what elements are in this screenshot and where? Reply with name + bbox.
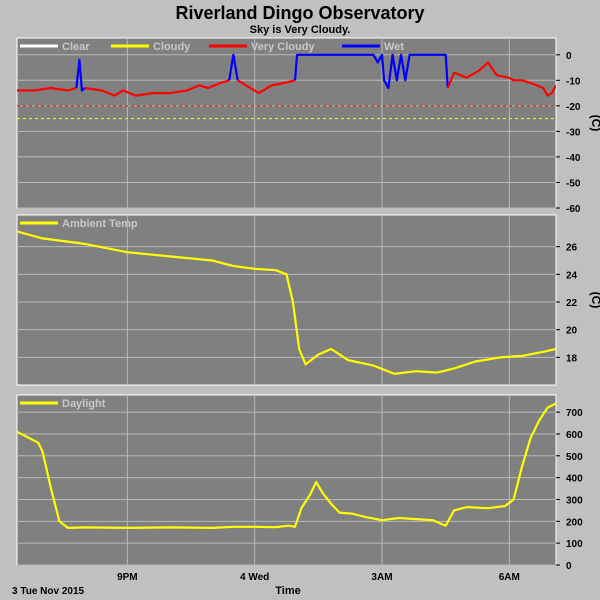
ambient-ytick-label-0: 18: [566, 353, 578, 364]
sky-segment-0: [17, 86, 77, 92]
daylight-series-line-0: [17, 402, 556, 529]
ambient-ytick-label-1: 20: [566, 326, 578, 337]
page-title: Riverland Dingo Observatory: [175, 3, 424, 23]
daylight-ytick-label-3: 300: [566, 495, 583, 506]
sky-legend-label-1: Cloudy: [153, 41, 191, 53]
sky-legend-label-2: Very Cloudy: [251, 41, 315, 53]
daylight-ytick-label-4: 400: [566, 474, 583, 485]
ambient-ylabel: (C): [589, 292, 600, 309]
ambient-legend-label-0: Ambient Temp: [62, 218, 138, 230]
sky-ytick-label-2: -20: [566, 102, 581, 113]
ambient-plot-area: [16, 214, 557, 386]
daylight-ytick-label-6: 600: [566, 430, 583, 441]
sky-ytick-label-1: -10: [566, 76, 581, 87]
sky-ylabel: (C): [589, 115, 600, 132]
ambient-ytick-label-4: 26: [566, 243, 578, 254]
sky-segment-4: [237, 79, 296, 95]
date-label: 3 Tue Nov 2015: [12, 586, 85, 597]
sky-temperature-panel: 0 -10 -20 -30 -40 -50 -60 (C) Clear Cloudy Very Cl…: [16, 37, 600, 215]
daylight-ytick-label-0: 0: [566, 561, 572, 572]
sky-segment-5: [293, 53, 449, 90]
daylight-ytick-label-7: 700: [566, 408, 583, 419]
daylight-ytick-label-5: 500: [566, 452, 583, 463]
ambient-temperature-panel: 18 20 22 24 26 (C) Ambient Temp: [16, 214, 600, 386]
daylight-panel: 0 100 200 300 400 500 600 700 Daylight: [16, 394, 583, 572]
sky-ytick-label-4: -40: [566, 153, 581, 164]
sky-segment-3: [228, 53, 239, 81]
page-subtitle: Sky is Very Cloudy.: [250, 24, 351, 36]
ambient-series-line-0: [17, 230, 556, 375]
sky-plot-area: [16, 37, 557, 209]
x-axis-ticks: 9PM 4 Wed 3AM 6AM: [117, 572, 520, 583]
ambient-ytick-label-2: 22: [566, 298, 578, 309]
x-tick-label-1: 4 Wed: [240, 572, 269, 583]
x-tick-label-0: 9PM: [117, 572, 138, 583]
x-axis-label: Time: [275, 585, 300, 597]
sky-ytick-label-6: -60: [566, 204, 581, 215]
ambient-ytick-label-3: 24: [566, 270, 578, 281]
sky-ytick-label-0: 0: [566, 51, 572, 62]
sky-segment-1: [75, 58, 86, 92]
sky-ytick-label-3: -30: [566, 127, 581, 138]
daylight-ytick-label-2: 200: [566, 517, 583, 528]
sky-legend-label-3: Wet: [384, 41, 404, 53]
daylight-plot-area: [16, 394, 557, 566]
sky-legend-label-0: Clear: [62, 41, 90, 53]
sky-segment-6: [446, 61, 556, 97]
x-tick-label-3: 6AM: [499, 572, 520, 583]
daylight-legend-label-0: Daylight: [62, 398, 106, 410]
x-tick-label-2: 3AM: [371, 572, 392, 583]
sky-ytick-label-5: -50: [566, 178, 581, 189]
daylight-ytick-label-1: 100: [566, 539, 583, 550]
sky-segment-2: [84, 79, 230, 97]
